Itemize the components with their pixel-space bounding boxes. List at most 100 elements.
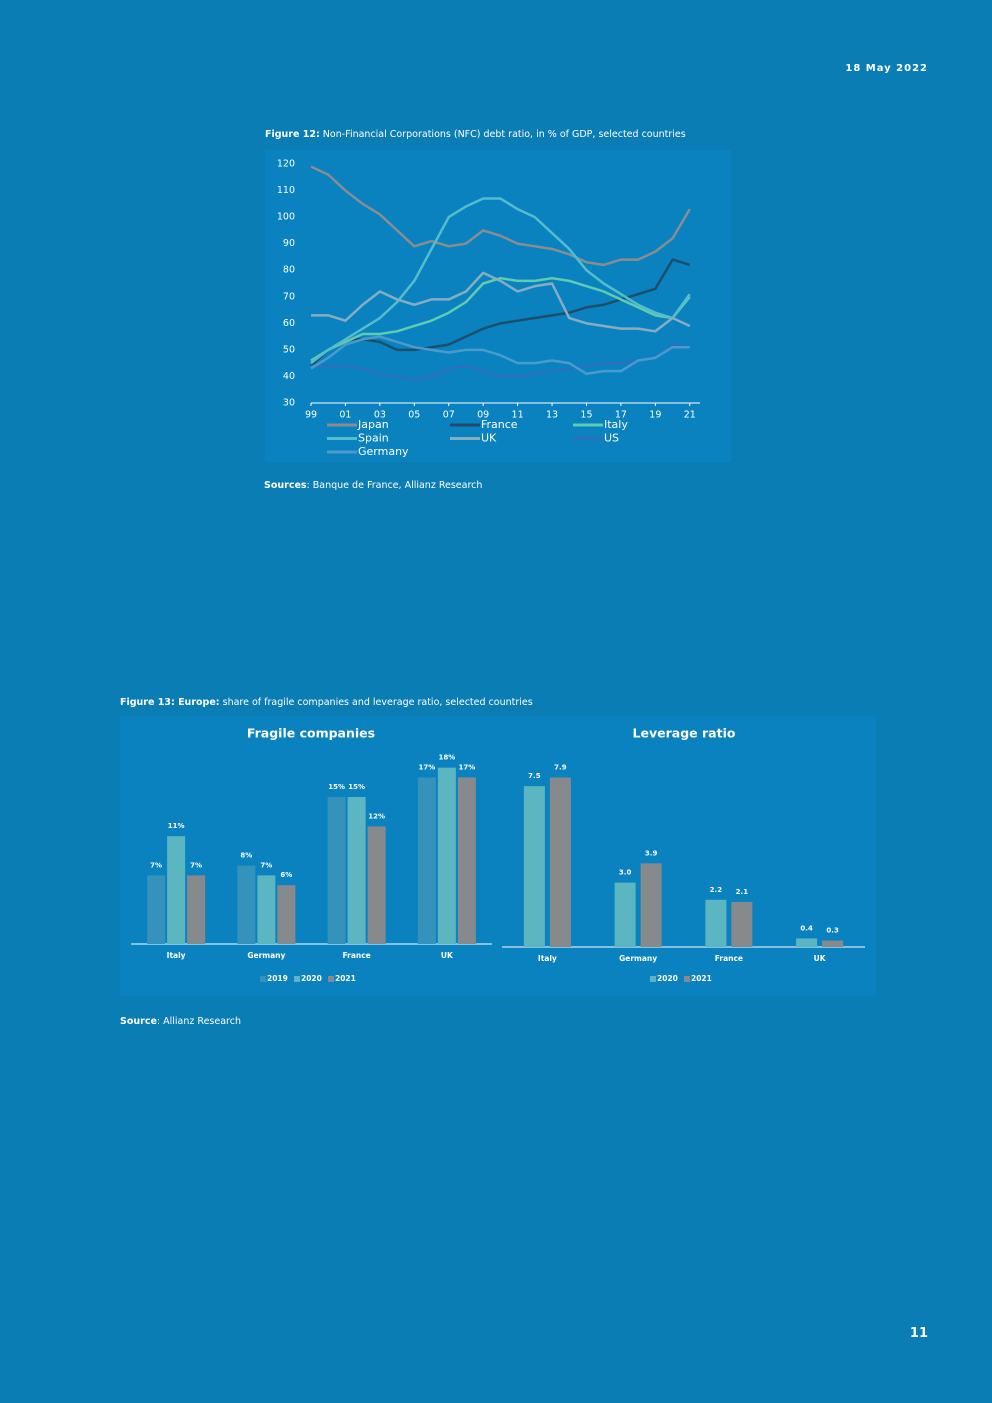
x-tick-label: France <box>715 954 743 963</box>
bar <box>257 875 276 944</box>
x-tick-label: France <box>342 951 370 960</box>
x-tick-label: 19 <box>649 410 661 421</box>
line-series <box>310 165 691 267</box>
bar <box>457 777 476 944</box>
legend-swatch <box>650 976 656 982</box>
source: Sources: Banque de France, Allianz Resea… <box>264 480 482 491</box>
bar <box>796 938 818 947</box>
x-tick-label: 15 <box>580 410 592 421</box>
y-tick-label: 40 <box>283 371 295 382</box>
y-tick-label: 110 <box>277 185 295 196</box>
source-label: Sources <box>264 480 307 491</box>
line-series <box>311 343 690 381</box>
chart-title: Leverage ratio <box>633 726 736 741</box>
bar <box>417 777 436 944</box>
bar <box>277 885 296 944</box>
caption: Figure 12: Non-Financial Corporations (N… <box>265 129 686 140</box>
x-tick-label: 01 <box>339 410 351 421</box>
legend-label: 2021 <box>691 974 712 983</box>
bar <box>822 940 844 947</box>
legend-label: UK <box>481 432 497 445</box>
x-tick-label: 21 <box>684 410 696 421</box>
source-text: : Banque de France, Allianz Research <box>306 480 483 491</box>
y-tick-label: 120 <box>277 159 295 170</box>
value-label: 15% <box>348 783 365 791</box>
bar <box>437 767 456 944</box>
line-series <box>311 271 691 333</box>
date: 18 May 2022 <box>845 63 928 74</box>
legend-label: 2020 <box>657 974 678 983</box>
value-label: 2.1 <box>736 888 749 896</box>
value-label: 11% <box>168 822 185 830</box>
value-label: 0.4 <box>800 924 813 932</box>
bar <box>614 882 636 947</box>
bar <box>640 863 662 947</box>
value-label: 8% <box>240 852 252 860</box>
bar <box>347 797 366 944</box>
legend-label: Germany <box>358 445 409 458</box>
line-series <box>310 335 690 376</box>
x-tick-label: 07 <box>443 410 455 421</box>
legend-label: 2019 <box>267 974 288 983</box>
value-label: 7% <box>150 861 162 869</box>
legend-label: 2021 <box>335 974 356 983</box>
bar <box>705 899 727 947</box>
x-tick-label: Germany <box>247 951 285 960</box>
bar <box>187 875 206 944</box>
bar <box>147 875 166 944</box>
value-label: 7.5 <box>528 772 541 780</box>
legend-label: Italy <box>604 418 628 431</box>
bar <box>523 786 545 947</box>
caption-text: Non-Financial Corporations (NFC) debt ra… <box>322 129 686 140</box>
value-label: 7% <box>260 861 272 869</box>
bar <box>367 826 386 944</box>
x-tick-label: Italy <box>167 951 186 960</box>
bar <box>237 865 256 944</box>
bar <box>167 836 186 944</box>
y-tick-label: 80 <box>283 265 295 276</box>
caption-label: Figure 13: Europe: <box>120 697 220 708</box>
x-tick-label: UK <box>441 951 454 960</box>
bar <box>549 777 571 947</box>
value-label: 15% <box>328 783 345 791</box>
x-tick-label: Germany <box>619 954 657 963</box>
caption: Figure 13: Europe: share of fragile comp… <box>120 697 533 708</box>
source-label: Source <box>120 1016 157 1027</box>
x-tick-label: 11 <box>512 410 524 421</box>
x-tick-label: 17 <box>615 410 627 421</box>
value-label: 6% <box>280 871 292 879</box>
value-label: 17% <box>418 763 435 771</box>
y-tick-label: 30 <box>283 398 295 409</box>
value-label: 3.0 <box>619 869 632 877</box>
source-text: : Allianz Research <box>156 1016 241 1027</box>
x-tick-label: UK <box>814 954 827 963</box>
value-label: 0.3 <box>826 927 839 935</box>
caption-text: share of fragile companies and leverage … <box>222 697 533 708</box>
caption-label: Figure 12: <box>265 129 320 140</box>
x-tick-label: Italy <box>538 954 557 963</box>
value-label: 12% <box>368 812 385 820</box>
legend-swatch <box>328 976 334 982</box>
chart-panel <box>120 716 876 996</box>
y-tick-label: 70 <box>283 291 295 302</box>
legend-swatch <box>684 976 690 982</box>
value-label: 7.9 <box>554 764 567 772</box>
x-tick-label: 03 <box>374 410 386 421</box>
legend-label: France <box>481 418 518 431</box>
legend-swatch <box>260 976 266 982</box>
value-label: 7% <box>190 861 202 869</box>
value-label: 17% <box>458 763 475 771</box>
bar <box>327 797 346 944</box>
y-tick-label: 100 <box>277 212 295 223</box>
legend-label: Japan <box>357 418 389 431</box>
y-tick-label: 90 <box>283 238 295 249</box>
legend-swatch <box>294 976 300 982</box>
legend-label: 2020 <box>301 974 322 983</box>
legend-label: US <box>604 432 619 445</box>
line-series <box>310 276 691 362</box>
bar <box>731 901 753 947</box>
line-series <box>310 197 691 365</box>
y-tick-label: 60 <box>283 318 295 329</box>
x-tick-label: 05 <box>408 410 420 421</box>
